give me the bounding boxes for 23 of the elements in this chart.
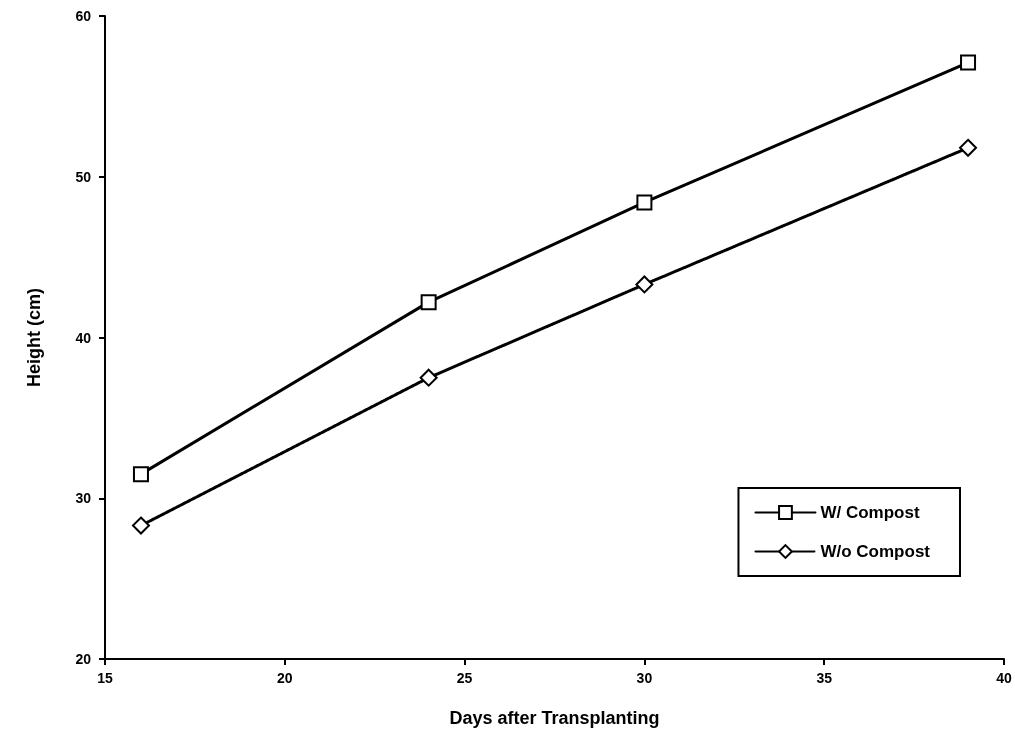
y-axis-title: Height (cm) bbox=[24, 287, 44, 387]
x-axis-title: Days after Transplanting bbox=[449, 708, 660, 728]
legend-label: W/ Compost bbox=[820, 503, 920, 522]
y-tick-label: 30 bbox=[75, 490, 92, 507]
y-tick-label: 50 bbox=[75, 168, 92, 185]
x-tick-label: 40 bbox=[996, 670, 1012, 686]
x-tick-label: 25 bbox=[456, 670, 473, 686]
x-tick-label: 30 bbox=[636, 670, 653, 686]
point bbox=[419, 368, 438, 387]
point bbox=[636, 194, 653, 211]
point bbox=[635, 275, 654, 294]
x-tick-label: 35 bbox=[816, 670, 833, 686]
x-tick-label: 20 bbox=[277, 670, 293, 686]
x-tick-label: 15 bbox=[97, 670, 113, 686]
y-tick-label: 20 bbox=[75, 651, 92, 667]
point bbox=[960, 54, 977, 71]
point bbox=[420, 294, 437, 311]
legend-label: W/o Compost bbox=[820, 542, 931, 561]
y-tick-label: 40 bbox=[75, 329, 92, 346]
y-tick-label: 60 bbox=[75, 8, 92, 24]
point bbox=[959, 138, 978, 157]
point bbox=[132, 466, 149, 483]
point bbox=[131, 516, 150, 535]
